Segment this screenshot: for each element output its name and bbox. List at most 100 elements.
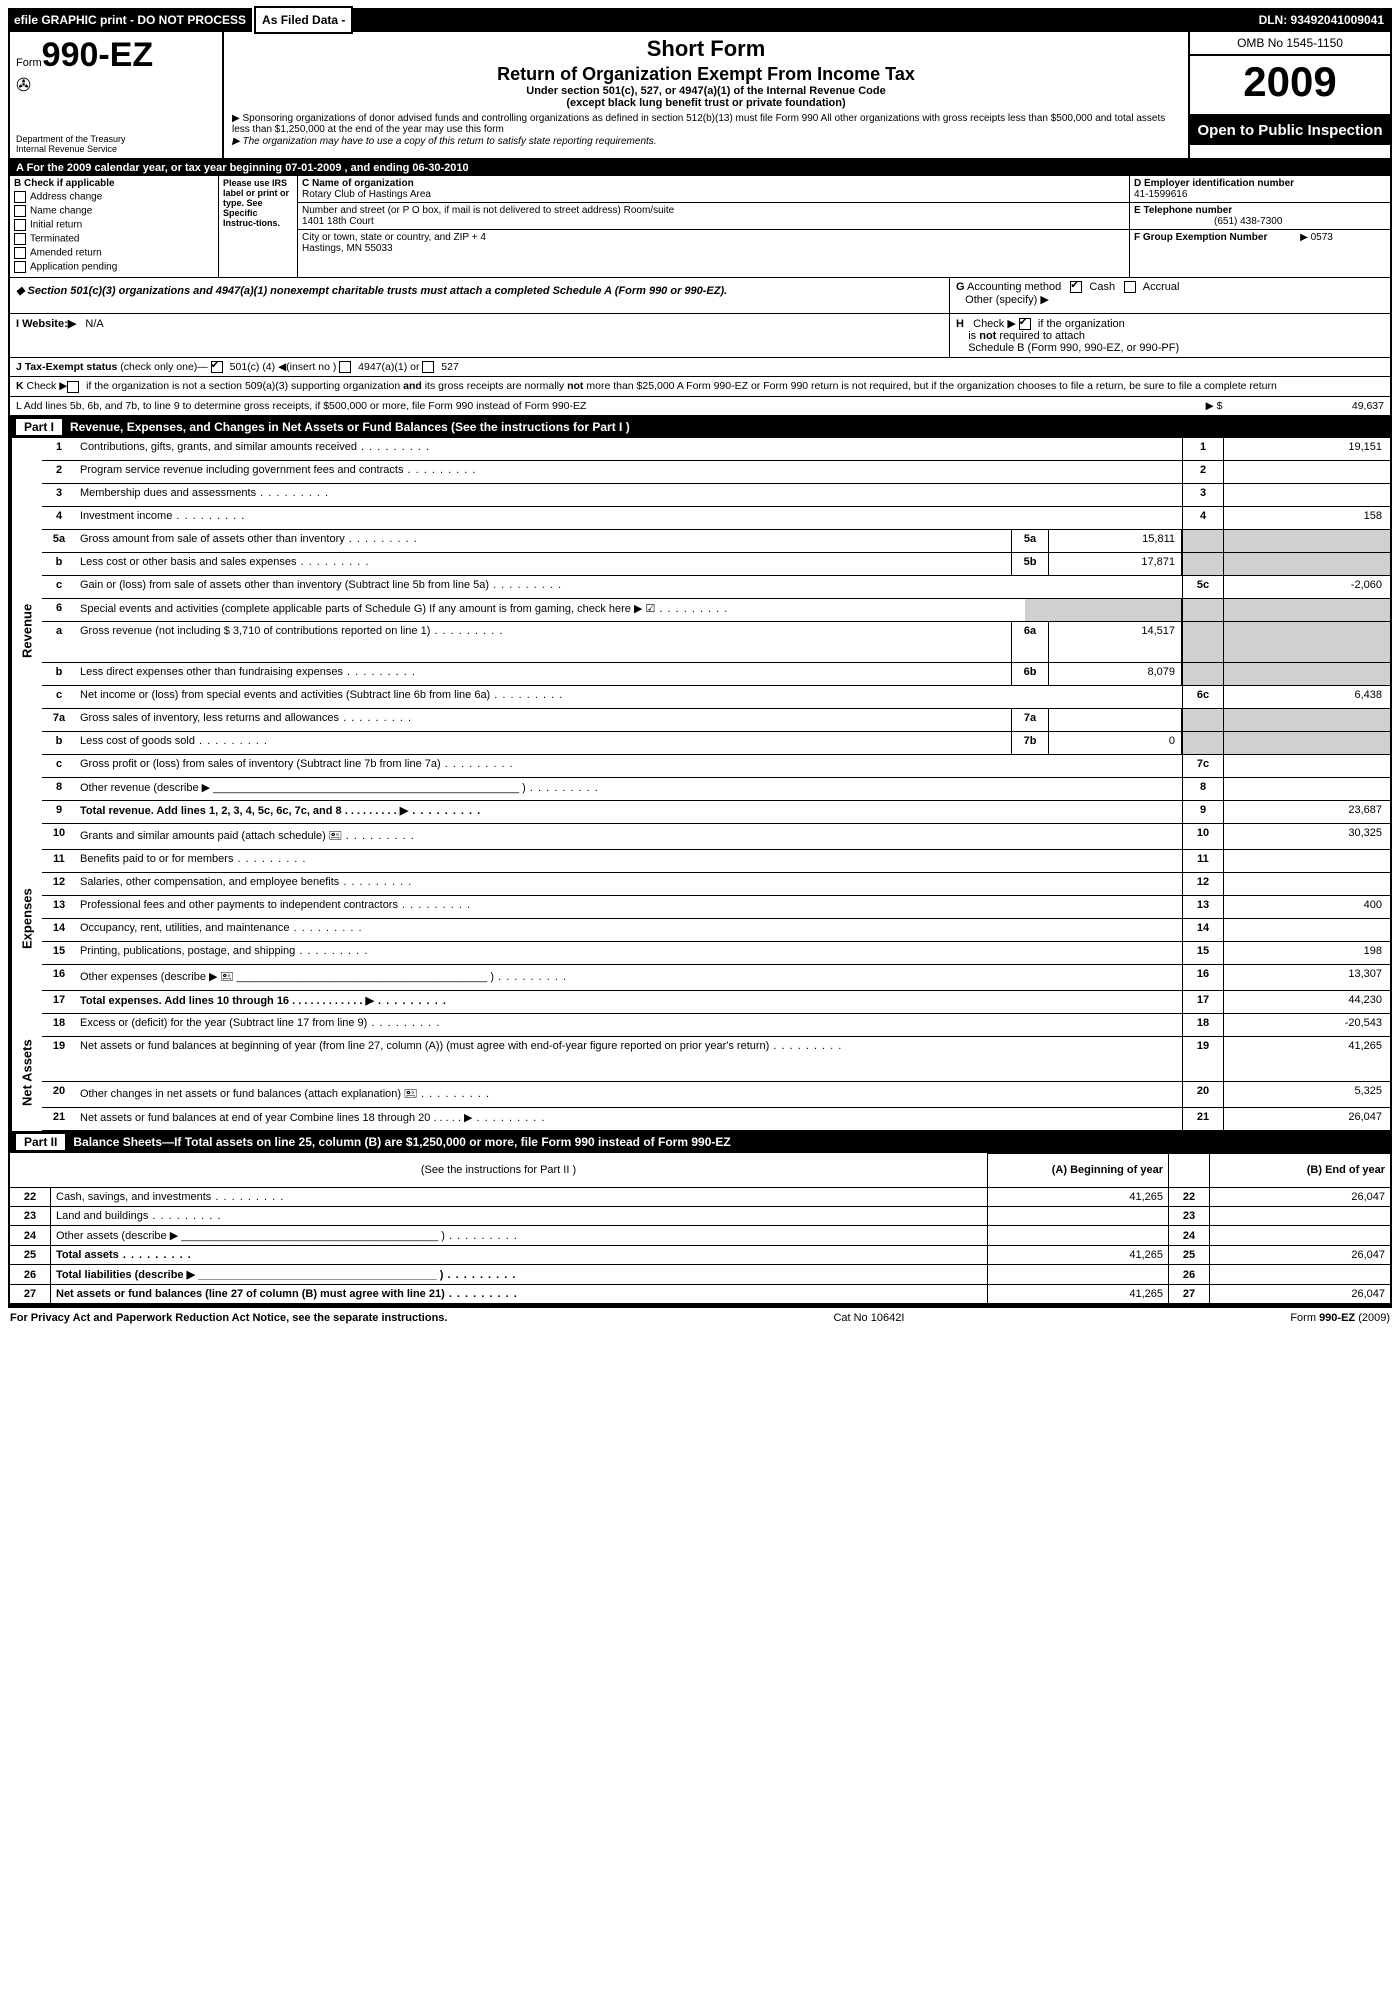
irs-label: Internal Revenue Service: [16, 144, 216, 154]
cash-checkbox[interactable]: [1070, 281, 1082, 293]
bs-row-22: 22Cash, savings, and investments41,26522…: [10, 1188, 1390, 1207]
line-j: J Tax-Exempt status (check only one)— 50…: [8, 358, 1392, 377]
cash-lbl: Cash: [1089, 281, 1115, 293]
l-val: 49,637: [1234, 400, 1384, 412]
check-amended-return[interactable]: Amended return: [14, 247, 214, 259]
spacer: [353, 8, 1250, 32]
side-expenses: Expenses: [10, 824, 42, 1014]
line-16: 16Other expenses (describe ▶ 🖭 _________…: [42, 965, 1390, 991]
dept-label: Department of the Treasury: [16, 134, 216, 144]
l-txt: L Add lines 5b, 6b, and 7b, to line 9 to…: [16, 400, 1194, 412]
col-b-checks: B Check if applicable Address change Name…: [10, 176, 219, 277]
note2: ▶ The organization may have to use a cop…: [232, 136, 1180, 147]
check-address-change[interactable]: Address change: [14, 191, 214, 203]
part-i-title: Revenue, Expenses, and Changes in Net As…: [70, 420, 630, 434]
line-15: 15Printing, publications, postage, and s…: [42, 942, 1390, 965]
dln-label: DLN: 93492041009041: [1251, 13, 1392, 27]
part-i-header: Part IRevenue, Expenses, and Changes in …: [8, 416, 1392, 438]
line-1: 1Contributions, gifts, grants, and simil…: [42, 438, 1390, 461]
line-a: aGross revenue (not including $ 3,710 of…: [42, 622, 1390, 663]
j-501c-checkbox[interactable]: [211, 361, 223, 373]
form-header: Form990-EZ ✇ Department of the Treasury …: [8, 32, 1392, 160]
line-21: 21Net assets or fund balances at end of …: [42, 1108, 1390, 1131]
footer-mid: Cat No 10642I: [833, 1312, 904, 1324]
line-20: 20Other changes in net assets or fund ba…: [42, 1082, 1390, 1108]
form-id-box: Form990-EZ ✇ Department of the Treasury …: [10, 32, 224, 158]
website-val: N/A: [85, 318, 103, 330]
part-ii-instr: (See the instructions for Part II ): [10, 1153, 988, 1188]
col-instructions: Please use IRS label or print or type. S…: [219, 176, 298, 277]
top-bar: efile GRAPHIC print - DO NOT PROCESS As …: [8, 8, 1392, 32]
d-lbl: D Employer identification number: [1134, 178, 1294, 189]
accrual-checkbox[interactable]: [1124, 281, 1136, 293]
title-box: Short Form Return of Organization Exempt…: [224, 32, 1188, 158]
col-c-org: C Name of organization Rotary Club of Ha…: [298, 176, 1129, 277]
f-lbl: F Group Exemption Number: [1134, 232, 1267, 243]
website-lbl: I Website:▶: [16, 318, 76, 330]
check-initial-return[interactable]: Initial return: [14, 219, 214, 231]
f-val: ▶ 0573: [1270, 232, 1333, 243]
asfiled-label: As Filed Data -: [254, 6, 353, 34]
line-8: 8Other revenue (describe ▶ _____________…: [42, 778, 1390, 801]
mid-block-ghij: ◆ Section 501(c)(3) organizations and 49…: [8, 278, 1392, 314]
check-application-pending[interactable]: Application pending: [14, 261, 214, 273]
line-k: K Check ▶ if the organization is not a s…: [8, 377, 1392, 396]
form-prefix: Form: [16, 57, 42, 69]
line-b: bLess cost of goods sold7b0: [42, 732, 1390, 755]
footer-right: Form 990-EZ (2009): [1290, 1312, 1390, 1324]
bs-row-26: 26Total liabilities (describe ▶ ________…: [10, 1265, 1390, 1285]
line-11: 11Benefits paid to or for members11: [42, 850, 1390, 873]
part-ii-title: Balance Sheets—If Total assets on line 2…: [73, 1135, 730, 1149]
year-box: OMB No 1545-1150 2009 Open to Public Ins…: [1188, 32, 1390, 158]
b-label: B Check if applicable: [14, 178, 214, 189]
line-c: cGross profit or (loss) from sales of in…: [42, 755, 1390, 778]
c-addr-val: 1401 18th Court: [302, 216, 374, 227]
bs-row-25: 25Total assets41,2652526,047: [10, 1246, 1390, 1265]
line-17: 17Total expenses. Add lines 10 through 1…: [42, 991, 1390, 1014]
part-i-ledger: Revenue 1Contributions, gifts, grants, a…: [8, 438, 1392, 1131]
check-name-change[interactable]: Name change: [14, 205, 214, 217]
h-checkbox[interactable]: [1019, 318, 1031, 330]
note1: ▶ Sponsoring organizations of donor advi…: [232, 113, 1180, 135]
section-bcd: B Check if applicable Address change Name…: [8, 176, 1392, 278]
line-12: 12Salaries, other compensation, and empl…: [42, 873, 1390, 896]
tax-year: 2009: [1190, 56, 1390, 116]
line-18: 18Excess or (deficit) for the year (Subt…: [42, 1014, 1390, 1037]
form-number: 990-EZ: [42, 36, 154, 74]
j-4947-checkbox[interactable]: [339, 361, 351, 373]
c-city-lbl: City or town, state or country, and ZIP …: [302, 232, 486, 243]
line-14: 14Occupancy, rent, utilities, and mainte…: [42, 919, 1390, 942]
line-9: 9Total revenue. Add lines 1, 2, 3, 4, 5c…: [42, 801, 1390, 824]
bs-row-23: 23Land and buildings23: [10, 1207, 1390, 1226]
short-form-label: Short Form: [232, 36, 1180, 62]
j-527-checkbox[interactable]: [422, 361, 434, 373]
check-terminated[interactable]: Terminated: [14, 233, 214, 245]
line-c: cNet income or (loss) from special event…: [42, 686, 1390, 709]
omb-label: OMB No 1545-1150: [1190, 32, 1390, 56]
line-2: 2Program service revenue including gover…: [42, 461, 1390, 484]
e-lbl: E Telephone number: [1134, 205, 1232, 216]
side-netassets: Net Assets: [10, 1014, 42, 1131]
line-c: cGain or (loss) from sale of assets othe…: [42, 576, 1390, 599]
section-a-banner: A For the 2009 calendar year, or tax yea…: [8, 160, 1392, 176]
line-5a: 5aGross amount from sale of assets other…: [42, 530, 1390, 553]
s501-note: ◆ Section 501(c)(3) organizations and 49…: [16, 284, 943, 297]
balance-sheet-table: (See the instructions for Part II ) (A) …: [10, 1153, 1390, 1305]
line-4: 4Investment income4158: [42, 507, 1390, 530]
part-ii-header: Part IIBalance Sheets—If Total assets on…: [8, 1131, 1392, 1153]
c-name-val: Rotary Club of Hastings Area: [302, 189, 431, 200]
d-val: 41-1599616: [1134, 189, 1187, 200]
line-10: 10Grants and similar amounts paid (attac…: [42, 824, 1390, 850]
subtitle2: (except black lung benefit trust or priv…: [232, 97, 1180, 109]
footer-left: For Privacy Act and Paperwork Reduction …: [10, 1312, 447, 1324]
line-19: 19Net assets or fund balances at beginni…: [42, 1037, 1390, 1082]
c-name-lbl: C Name of organization: [302, 178, 414, 189]
line-7a: 7aGross sales of inventory, less returns…: [42, 709, 1390, 732]
col-d-ids: D Employer identification number 41-1599…: [1129, 176, 1390, 277]
subtitle1: Under section 501(c), 527, or 4947(a)(1)…: [232, 85, 1180, 97]
side-revenue: Revenue: [10, 438, 42, 824]
k-checkbox[interactable]: [67, 381, 79, 393]
line-b: bLess cost or other basis and sales expe…: [42, 553, 1390, 576]
line-3: 3Membership dues and assessments3: [42, 484, 1390, 507]
bs-row-27: 27Net assets or fund balances (line 27 o…: [10, 1285, 1390, 1304]
